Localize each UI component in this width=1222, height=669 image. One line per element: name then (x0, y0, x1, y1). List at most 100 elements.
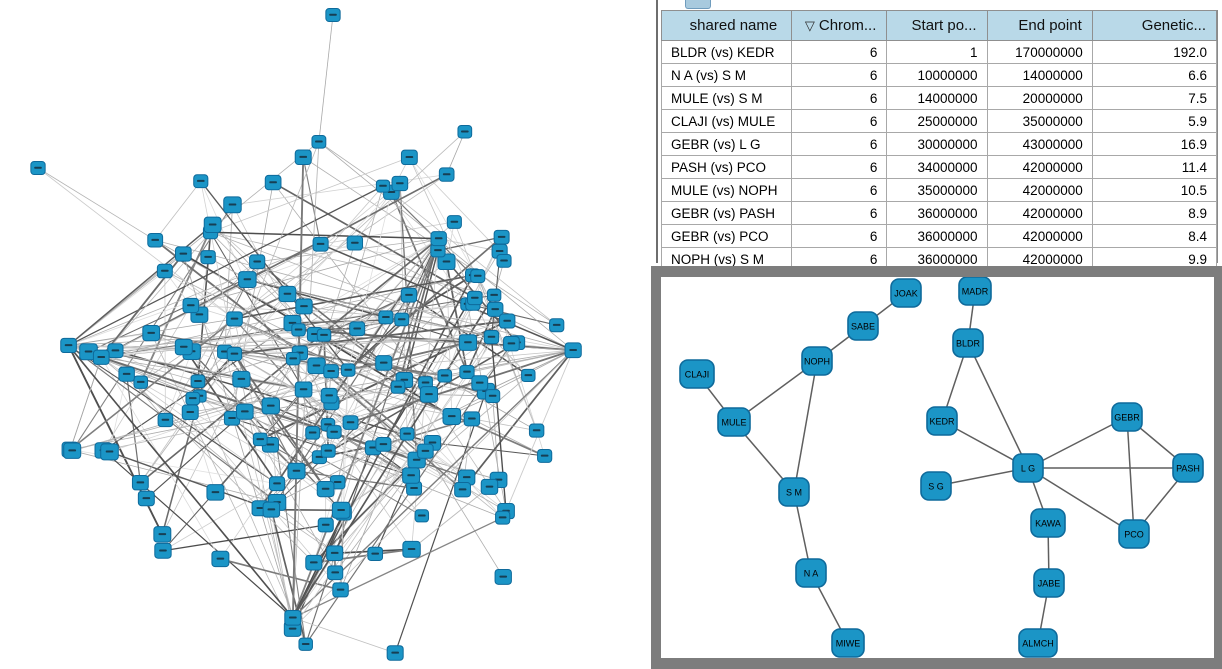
network-node[interactable] (295, 298, 313, 315)
network-node[interactable] (252, 432, 268, 447)
network-node[interactable] (446, 215, 462, 229)
network-node-pash[interactable]: PASH (1172, 453, 1204, 483)
network-node[interactable] (399, 427, 415, 441)
network-edge-bldr-lg[interactable] (967, 342, 1029, 469)
network-node[interactable] (438, 167, 455, 182)
table-row[interactable]: BLDR (vs) KEDR 6 1 170000000 192.0 (660, 40, 1218, 64)
network-node-mule[interactable]: MULE (717, 407, 751, 437)
network-node[interactable] (503, 336, 520, 352)
table-row[interactable]: GEBR (vs) L G 6 30000000 43000000 16.9 (660, 132, 1218, 156)
network-node-kedr[interactable]: KEDR (926, 406, 958, 436)
network-node[interactable] (394, 312, 410, 327)
network-node[interactable] (496, 253, 512, 268)
network-node-sabe[interactable]: SABE (847, 311, 879, 341)
network-node[interactable] (190, 374, 206, 389)
network-node[interactable] (285, 352, 301, 366)
network-node[interactable] (342, 415, 359, 430)
network-node[interactable] (312, 236, 329, 252)
network-node[interactable] (317, 517, 334, 533)
network-edge-gebr-pco[interactable] (1126, 416, 1135, 535)
network-node[interactable] (414, 509, 430, 523)
network-node[interactable] (486, 288, 502, 302)
network-node[interactable] (147, 232, 164, 248)
network-node[interactable] (430, 231, 447, 247)
network-node[interactable] (154, 542, 172, 559)
network-node[interactable] (391, 175, 409, 192)
network-node-madr[interactable]: MADR (958, 277, 992, 306)
network-node[interactable] (294, 149, 312, 166)
network-node[interactable] (375, 355, 393, 371)
network-node[interactable] (457, 125, 473, 139)
network-node[interactable] (118, 366, 135, 382)
network-node[interactable] (349, 321, 366, 337)
network-node[interactable] (320, 387, 338, 404)
network-node[interactable] (316, 328, 332, 342)
network-node[interactable] (549, 318, 565, 333)
network-node[interactable] (459, 364, 475, 379)
network-node[interactable] (470, 269, 486, 283)
network-node[interactable] (92, 349, 110, 365)
network-node[interactable] (287, 462, 306, 480)
network-node[interactable] (332, 582, 349, 598)
network-node[interactable] (437, 253, 456, 271)
table-row[interactable]: GEBR (vs) PASH 6 36000000 42000000 8.9 (660, 201, 1218, 225)
network-node[interactable] (346, 235, 364, 251)
column-header-shared-name[interactable]: shared name (660, 10, 793, 41)
network-node[interactable] (268, 476, 286, 492)
network-node[interactable] (142, 325, 161, 342)
network-node[interactable] (307, 357, 326, 375)
network-node[interactable] (402, 540, 421, 558)
network-node-joak[interactable]: JOAK (890, 278, 922, 308)
table-row[interactable]: N A (vs) S M 6 10000000 14000000 6.6 (660, 63, 1218, 87)
network-node[interactable] (223, 196, 242, 214)
network-node[interactable] (442, 407, 462, 425)
table-row[interactable]: CLAJI (vs) MULE 6 25000000 35000000 5.9 (660, 109, 1218, 133)
network-node[interactable] (264, 174, 282, 191)
network-node[interactable] (486, 301, 504, 317)
network-node-almch[interactable]: ALMCH (1018, 628, 1058, 658)
network-node[interactable] (437, 369, 453, 383)
network-node-s-g[interactable]: S G (920, 471, 952, 501)
network-node[interactable] (326, 425, 342, 439)
network-node[interactable] (528, 423, 545, 438)
network-node-bldr[interactable]: BLDR (952, 328, 984, 358)
network-node[interactable] (323, 364, 339, 379)
network-node[interactable] (400, 149, 418, 166)
network-node[interactable] (418, 376, 433, 390)
network-node[interactable] (400, 287, 418, 303)
network-node[interactable] (326, 545, 344, 562)
network-node-s-m[interactable]: S M (778, 477, 810, 507)
network-node[interactable] (232, 370, 251, 388)
network-node[interactable] (262, 501, 281, 518)
network-node[interactable] (454, 481, 471, 498)
network-node-gebr[interactable]: GEBR (1111, 402, 1143, 432)
network-node-kawa[interactable]: KAWA (1030, 508, 1066, 538)
column-header-start-position[interactable]: Start po... (886, 10, 988, 41)
table-row[interactable]: MULE (vs) NOPH 6 35000000 42000000 10.5 (660, 178, 1218, 202)
network-node[interactable] (390, 380, 406, 394)
network-node[interactable] (206, 484, 225, 501)
column-header-chromosome[interactable]: ▽ Chrom... (791, 10, 888, 41)
table-row[interactable]: GEBR (vs) PCO 6 36000000 42000000 8.4 (660, 224, 1218, 248)
network-node[interactable] (417, 443, 434, 459)
column-header-genetic[interactable]: Genetic... (1091, 10, 1218, 41)
network-node[interactable] (320, 444, 336, 458)
network-node[interactable] (133, 375, 149, 389)
network-node[interactable] (211, 550, 230, 568)
network-node[interactable] (325, 8, 341, 22)
network-node[interactable] (340, 363, 356, 377)
network-node[interactable] (223, 410, 241, 426)
network-node[interactable] (521, 368, 536, 383)
network-node[interactable] (153, 526, 172, 543)
network-node[interactable] (238, 271, 257, 288)
network-node[interactable] (499, 313, 516, 329)
network-node-noph[interactable]: NOPH (801, 346, 833, 376)
network-node[interactable] (331, 501, 351, 519)
network-node[interactable] (226, 346, 243, 362)
network-node[interactable] (30, 161, 46, 175)
network-edge-noph-sm[interactable] (793, 360, 818, 493)
network-node[interactable] (311, 134, 327, 149)
network-node[interactable] (261, 397, 280, 415)
network-node[interactable] (63, 442, 82, 459)
network-edge-lg-gebr[interactable] (1027, 416, 1128, 469)
